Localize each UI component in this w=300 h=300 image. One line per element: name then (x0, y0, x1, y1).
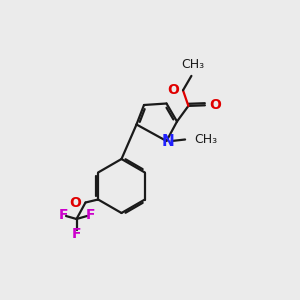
Text: CH₃: CH₃ (194, 133, 217, 146)
Text: CH₃: CH₃ (181, 58, 205, 71)
Text: O: O (167, 83, 179, 97)
Text: N: N (162, 134, 174, 148)
Text: F: F (72, 227, 81, 241)
Text: O: O (209, 98, 221, 112)
Text: F: F (58, 208, 68, 222)
Text: F: F (85, 208, 95, 222)
Text: O: O (69, 196, 81, 210)
